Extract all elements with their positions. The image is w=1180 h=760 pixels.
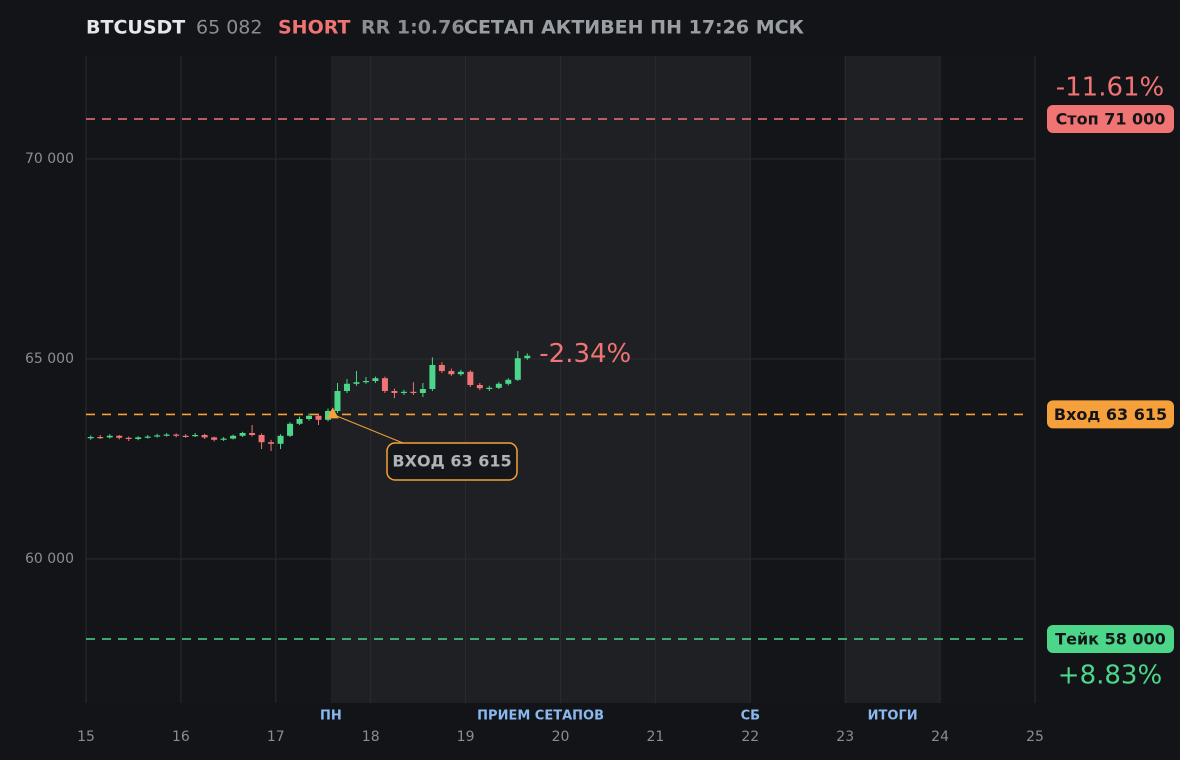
session-label: ПН bbox=[320, 709, 342, 724]
candle-body bbox=[353, 382, 360, 384]
y-tick-label: 60 000 bbox=[25, 551, 74, 567]
x-tick-label: 25 bbox=[1026, 729, 1044, 745]
candle-body bbox=[457, 371, 464, 375]
header-price: 65 082 bbox=[196, 17, 262, 39]
candle-body bbox=[296, 419, 303, 424]
y-tick-label: 65 000 bbox=[25, 351, 74, 367]
candle-body bbox=[419, 389, 426, 393]
candle-body bbox=[173, 434, 180, 436]
level-badge bbox=[1047, 625, 1174, 653]
candle-body bbox=[154, 435, 161, 437]
session-shade bbox=[330, 56, 751, 703]
session-shade bbox=[845, 56, 941, 703]
header-side: SHORT bbox=[278, 17, 351, 39]
candle-body bbox=[287, 423, 294, 436]
y-tick-label: 70 000 bbox=[25, 151, 74, 167]
candle-body bbox=[334, 391, 341, 411]
x-tick-label: 18 bbox=[362, 729, 380, 745]
candle-body bbox=[135, 437, 142, 439]
candle-body bbox=[163, 434, 170, 436]
candle-body bbox=[87, 437, 94, 439]
candle-body bbox=[211, 437, 218, 440]
level-badge bbox=[1047, 105, 1174, 133]
candle-body bbox=[362, 381, 369, 383]
x-tick-label: 17 bbox=[267, 729, 285, 745]
level-label: Вход 63 615 bbox=[1054, 405, 1167, 424]
level-change: +8.83% bbox=[1058, 661, 1162, 691]
session-label: ПРИЕМ СЕТАПОВ bbox=[477, 709, 604, 724]
candle-body bbox=[277, 435, 284, 444]
x-tick-label: 16 bbox=[172, 729, 190, 745]
candle-body bbox=[429, 365, 436, 389]
candle-body bbox=[343, 383, 350, 391]
candle-body bbox=[438, 365, 445, 371]
candle-body bbox=[467, 371, 474, 385]
header-symbol: BTCUSDT bbox=[86, 17, 185, 39]
entry-marker bbox=[326, 407, 339, 419]
candle-body bbox=[258, 435, 265, 443]
candle-body bbox=[306, 415, 313, 419]
candle-body bbox=[239, 433, 246, 436]
candle-body bbox=[144, 436, 151, 438]
x-tick-label: 23 bbox=[836, 729, 854, 745]
candle-body bbox=[116, 435, 123, 438]
candle-body bbox=[201, 435, 208, 438]
header-rr: RR 1:0.76 bbox=[361, 17, 465, 39]
candle-body bbox=[495, 383, 502, 388]
candle-body bbox=[268, 442, 275, 444]
candle-body bbox=[410, 391, 417, 393]
entry-callout bbox=[386, 442, 518, 481]
level-change: -11.61% bbox=[1056, 73, 1165, 103]
entry-leader bbox=[332, 413, 404, 444]
candle-body bbox=[448, 371, 455, 375]
candle-body bbox=[182, 435, 189, 437]
candle-body bbox=[524, 355, 531, 359]
candle-body bbox=[230, 435, 237, 439]
x-tick-label: 15 bbox=[77, 729, 95, 745]
candle-body bbox=[97, 437, 104, 439]
candle-body bbox=[249, 433, 256, 435]
candle-body bbox=[400, 391, 407, 393]
last-change: -2.34% bbox=[539, 339, 631, 369]
header-status: СЕТАП АКТИВЕН ПН 17:26 МСК bbox=[464, 17, 805, 39]
level-badge bbox=[1047, 400, 1174, 429]
x-tick-label: 22 bbox=[741, 729, 759, 745]
candle-body bbox=[391, 391, 398, 393]
candle-body bbox=[106, 435, 113, 438]
level-label: Тейк 58 000 bbox=[1055, 630, 1166, 649]
x-tick-label: 24 bbox=[931, 729, 949, 745]
candle-body bbox=[125, 437, 132, 439]
x-tick-label: 19 bbox=[457, 729, 475, 745]
candle-body bbox=[324, 411, 331, 420]
x-tick-label: 21 bbox=[646, 729, 664, 745]
x-tick-label: 20 bbox=[552, 729, 570, 745]
candle-body bbox=[315, 415, 322, 420]
candle-body bbox=[505, 379, 512, 384]
session-label: ИТОГИ bbox=[868, 709, 918, 724]
candle-body bbox=[486, 387, 493, 389]
candle-body bbox=[192, 435, 199, 437]
level-label: Стоп 71 000 bbox=[1056, 110, 1166, 129]
candle-body bbox=[220, 438, 227, 440]
candle-body bbox=[372, 378, 379, 381]
entry-label: ВХОД 63 615 bbox=[392, 452, 511, 471]
candle-body bbox=[476, 385, 483, 389]
session-label: СБ bbox=[741, 709, 760, 724]
candle-body bbox=[514, 358, 521, 380]
candle-body bbox=[381, 378, 388, 391]
